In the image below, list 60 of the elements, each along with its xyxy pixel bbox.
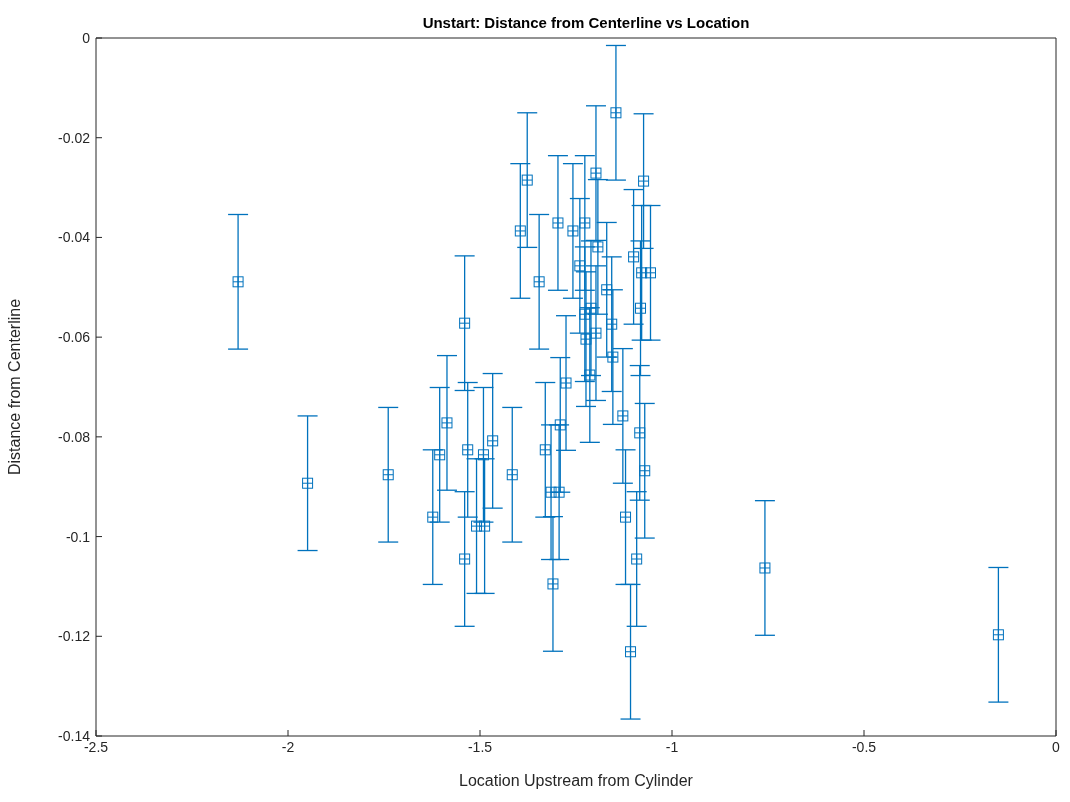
point bbox=[579, 308, 591, 320]
point bbox=[635, 302, 647, 314]
point bbox=[552, 217, 564, 229]
point bbox=[459, 553, 471, 565]
y-tick-label: 0 bbox=[82, 29, 91, 46]
point bbox=[579, 217, 591, 229]
point bbox=[560, 377, 572, 389]
x-tick-label: -0.5 bbox=[851, 738, 877, 755]
point bbox=[759, 562, 771, 574]
point bbox=[574, 260, 586, 272]
point bbox=[631, 553, 643, 565]
point bbox=[584, 369, 596, 381]
point bbox=[545, 486, 557, 498]
point bbox=[487, 435, 499, 447]
point bbox=[462, 444, 474, 456]
x-tick-label: -2 bbox=[281, 738, 295, 755]
point bbox=[567, 225, 579, 237]
point bbox=[606, 318, 618, 330]
y-tick-label: -0.06 bbox=[58, 329, 91, 346]
x-tick-label: -1.5 bbox=[467, 738, 493, 755]
point bbox=[639, 465, 651, 477]
point bbox=[547, 578, 559, 590]
point bbox=[459, 317, 471, 329]
y-axis-title: Distance from Centerline bbox=[5, 298, 23, 476]
x-tick-label: 0 bbox=[1052, 738, 1061, 755]
point bbox=[553, 486, 565, 498]
y-tick-label: -0.04 bbox=[58, 229, 91, 246]
point bbox=[382, 469, 394, 481]
point bbox=[471, 520, 483, 532]
point bbox=[232, 276, 244, 288]
point bbox=[427, 511, 439, 523]
y-tick-label: -0.08 bbox=[58, 428, 91, 445]
point bbox=[620, 511, 632, 523]
point bbox=[441, 417, 453, 429]
point bbox=[638, 175, 650, 187]
point bbox=[580, 333, 592, 345]
point bbox=[636, 267, 648, 279]
y-tick-label: -0.02 bbox=[58, 129, 91, 146]
y-tick-label: -0.1 bbox=[65, 528, 91, 545]
point bbox=[625, 646, 637, 658]
chart-title: Unstart: Distance from Centerline vs Location bbox=[422, 14, 750, 31]
point bbox=[992, 629, 1004, 641]
point bbox=[521, 174, 533, 186]
point bbox=[634, 427, 646, 439]
point bbox=[539, 444, 551, 456]
y-tick-label: -0.12 bbox=[58, 628, 91, 645]
point bbox=[506, 469, 518, 481]
x-axis-title: Location Upstream from Cylinder bbox=[459, 772, 694, 789]
point bbox=[610, 107, 622, 119]
x-tick-label: -1 bbox=[665, 738, 679, 755]
point bbox=[434, 449, 446, 461]
point bbox=[533, 276, 545, 288]
point bbox=[479, 520, 491, 532]
point bbox=[585, 302, 597, 314]
point bbox=[645, 267, 656, 279]
point bbox=[617, 410, 629, 422]
point bbox=[554, 419, 566, 431]
point bbox=[628, 251, 640, 263]
point bbox=[514, 225, 526, 237]
point bbox=[302, 477, 314, 489]
